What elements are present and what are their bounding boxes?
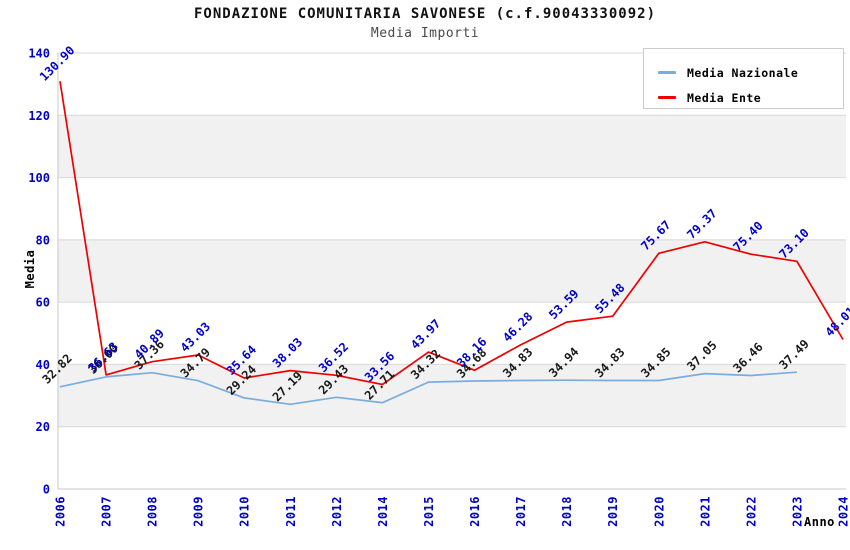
x-tick-label-2018: 2018 xyxy=(560,496,574,527)
x-tick-label-2010: 2010 xyxy=(238,496,252,527)
data-label: 43.97 xyxy=(408,317,443,352)
x-tick-label-2007: 2007 xyxy=(100,496,114,527)
legend-item-media-ente: Media Ente xyxy=(658,85,843,110)
y-tick-label: 20 xyxy=(36,420,50,434)
x-tick-label-2006: 2006 xyxy=(54,496,68,527)
x-tick-label-2017: 2017 xyxy=(514,496,528,527)
data-label: 43.03 xyxy=(178,319,213,354)
x-tick-label-2016: 2016 xyxy=(468,496,482,527)
x-tick-label-2015: 2015 xyxy=(422,496,436,527)
plot-band xyxy=(58,115,846,178)
plot-band xyxy=(58,239,846,303)
y-tick-label: 60 xyxy=(36,296,50,310)
legend-item-media-nazionale: Media Nazionale xyxy=(658,60,843,85)
x-tick-label-2021: 2021 xyxy=(698,496,712,527)
x-tick-label-2014: 2014 xyxy=(376,496,390,527)
media-ente-line-swatch xyxy=(658,96,676,99)
series-line-media-ente xyxy=(59,81,844,386)
y-tick-label: 40 xyxy=(36,358,50,372)
x-tick-label-2009: 2009 xyxy=(192,496,206,527)
x-tick-label-2020: 2020 xyxy=(652,496,666,527)
x-tick-label-2019: 2019 xyxy=(606,496,620,527)
x-tick-label-2012: 2012 xyxy=(330,496,344,527)
x-axis-title: Anno xyxy=(804,515,835,529)
y-tick-label: 100 xyxy=(28,171,50,185)
y-tick-label: 0 xyxy=(43,483,50,497)
legend-label-media-nazionale: Media Nazionale xyxy=(687,65,799,80)
y-tick-label: 80 xyxy=(36,233,50,247)
data-label: 48.01 xyxy=(822,304,850,339)
y-tick-label: 120 xyxy=(28,109,50,123)
y-tick-label: 140 xyxy=(28,47,50,61)
legend: Media Nazionale Media Ente xyxy=(643,48,844,109)
chart-subtitle: Media Importi xyxy=(370,26,480,41)
legend-label-media-ente: Media Ente xyxy=(687,90,762,105)
data-label: 79.37 xyxy=(684,206,719,241)
x-tick-label-2024: 2024 xyxy=(837,496,850,527)
x-tick-label-2023: 2023 xyxy=(790,496,804,527)
x-tick-label-2011: 2011 xyxy=(284,496,298,527)
x-tick-label-2008: 2008 xyxy=(146,496,160,527)
media-nazionale-line-swatch xyxy=(658,71,676,74)
series-line-media-nazionale xyxy=(59,371,797,406)
chart-title: FONDAZIONE COMUNITARIA SAVONESE (c.f.900… xyxy=(193,6,656,22)
y-axis-title: Media xyxy=(23,249,37,289)
x-tick-label-2022: 2022 xyxy=(744,496,758,527)
